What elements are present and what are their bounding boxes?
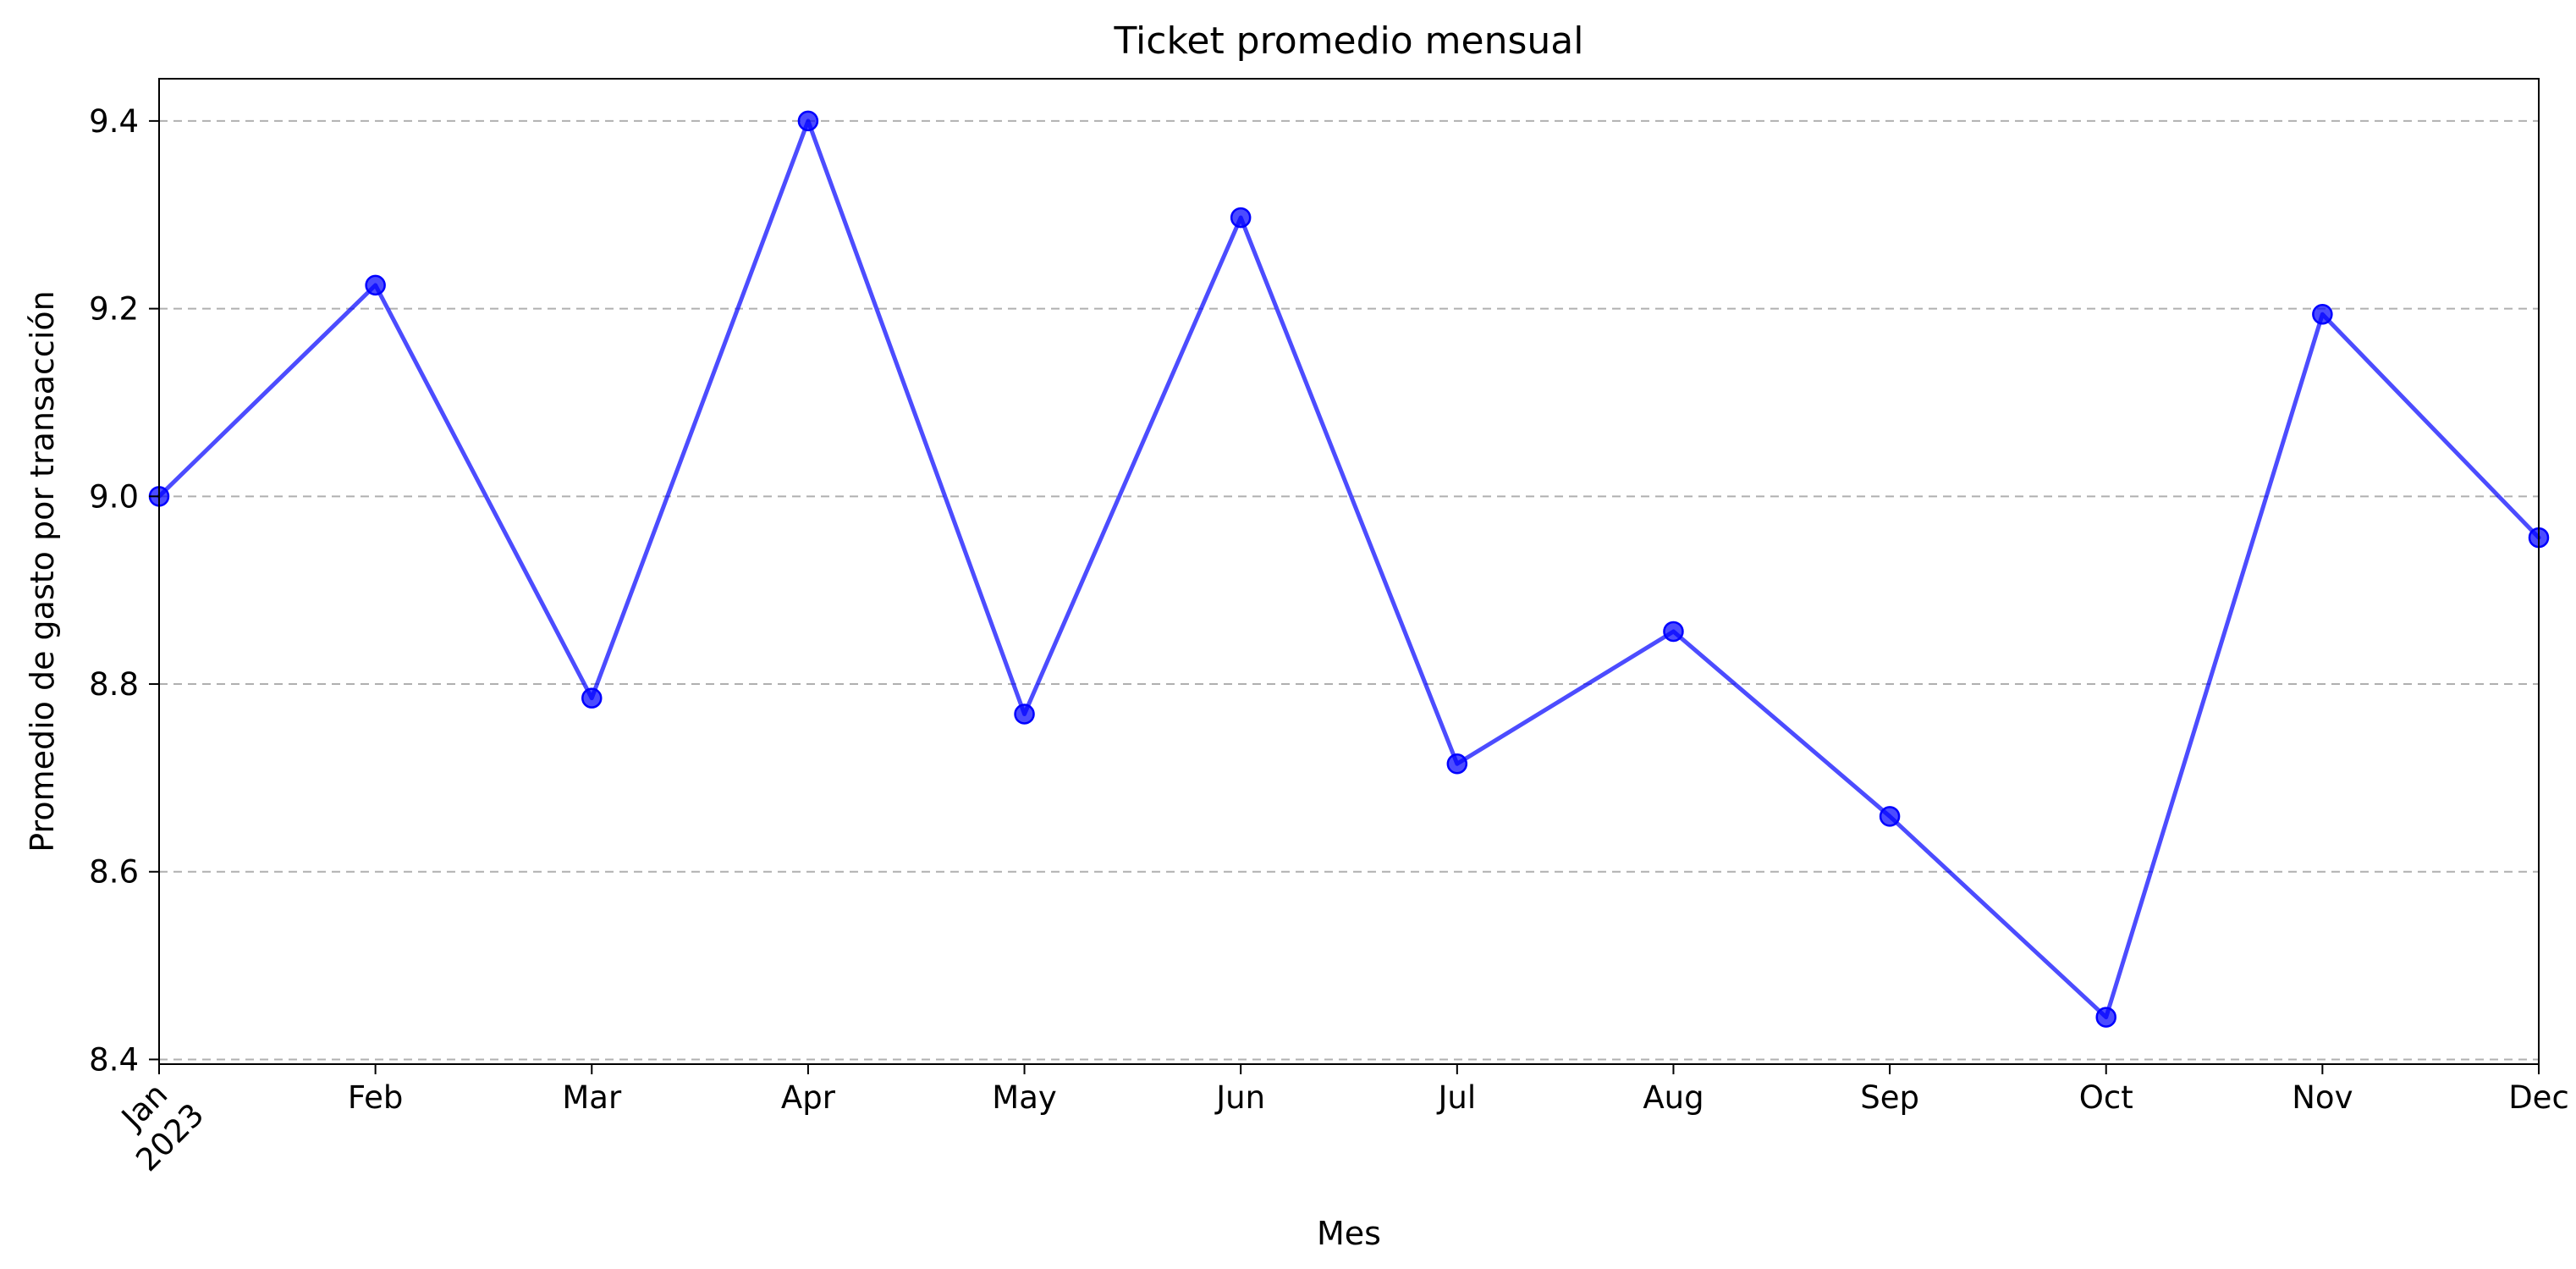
data-point — [1014, 703, 1035, 725]
y-axis-label: Promedio de gasto por transacción — [24, 290, 61, 852]
x-tick-label: Jun — [1214, 1079, 1265, 1116]
data-point — [797, 110, 819, 132]
plot-frame — [158, 78, 2540, 1065]
y-tick-label: 9.4 — [89, 103, 139, 140]
x-tick-label: Sep — [1860, 1079, 1919, 1116]
x-tick-label: Jul — [1436, 1079, 1476, 1116]
x-tick-label: Oct — [2079, 1079, 2133, 1116]
data-point — [365, 274, 386, 296]
series-layer — [148, 110, 2550, 1028]
series-line — [157, 119, 2541, 1020]
grid-layer — [159, 119, 2539, 1061]
y-tick-label: 8.8 — [89, 666, 139, 703]
data-point — [1446, 753, 1468, 775]
x-axis-label: Mes — [1317, 1215, 1381, 1252]
chart-title: Ticket promedio mensual — [1114, 19, 1584, 63]
y-tick-label: 8.4 — [89, 1041, 139, 1078]
y-tick-label: 9.2 — [89, 291, 139, 328]
data-point — [2095, 1007, 2116, 1028]
data-point — [581, 687, 603, 709]
x-tick-label: Nov — [2292, 1079, 2353, 1116]
x-tick-label: Mar — [562, 1079, 622, 1116]
y-tick-label: 8.6 — [89, 854, 139, 891]
data-point — [2312, 304, 2333, 325]
x-tick-label: Apr — [781, 1079, 836, 1116]
x-tick-label: May — [992, 1079, 1057, 1116]
x-tick-label: Dec — [2508, 1079, 2569, 1116]
x-tick-label: Aug — [1643, 1079, 1704, 1116]
data-point — [1663, 621, 1684, 643]
x-tick-label: Feb — [348, 1079, 404, 1116]
data-point — [1879, 806, 1901, 827]
data-point — [1230, 207, 1252, 229]
y-tick-label: 9.0 — [89, 478, 139, 515]
